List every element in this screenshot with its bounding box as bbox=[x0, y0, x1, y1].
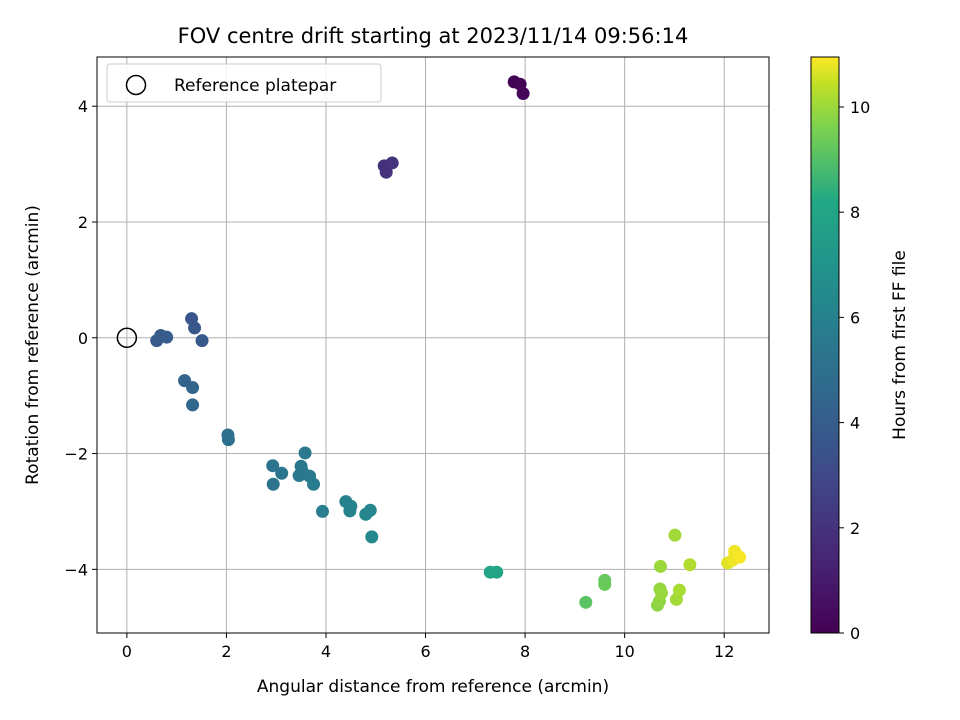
y-tick-label: 4 bbox=[78, 97, 88, 116]
colorbar-tick-label: 10 bbox=[850, 98, 870, 117]
x-tick-label: 10 bbox=[614, 642, 634, 661]
data-point bbox=[683, 558, 697, 572]
x-tick-label: 0 bbox=[122, 642, 132, 661]
legend: Reference platepar bbox=[106, 63, 382, 103]
data-point bbox=[298, 446, 312, 460]
y-tick-label: −2 bbox=[64, 445, 88, 464]
colorbar-tick-label: 8 bbox=[850, 203, 860, 222]
y-tick-label: −4 bbox=[64, 560, 88, 579]
data-point bbox=[653, 559, 667, 573]
y-axis-label: Rotation from reference (arcmin) bbox=[23, 205, 43, 485]
data-point bbox=[363, 503, 377, 517]
x-tick-label: 6 bbox=[420, 642, 430, 661]
x-tick-label: 8 bbox=[520, 642, 530, 661]
data-point bbox=[654, 586, 668, 600]
data-point bbox=[385, 156, 399, 170]
legend-marker-reference bbox=[125, 74, 147, 96]
colorbar-label: Hours from first FF file bbox=[890, 250, 910, 440]
y-tick-label: 0 bbox=[78, 329, 88, 348]
colorbar-tick-label: 0 bbox=[850, 624, 860, 643]
data-point bbox=[598, 577, 612, 591]
x-tick-label: 2 bbox=[221, 642, 231, 661]
data-point bbox=[379, 165, 393, 179]
colorbar-tick-label: 4 bbox=[850, 414, 860, 433]
data-point bbox=[315, 504, 329, 518]
colorbar-ticks: 0 2 4 6 8 10 bbox=[839, 98, 870, 643]
plot-frame bbox=[96, 56, 770, 634]
data-point bbox=[344, 499, 358, 513]
data-point bbox=[490, 565, 504, 579]
data-point bbox=[672, 583, 686, 597]
colorbar-gradient bbox=[811, 57, 839, 633]
x-axis-ticks: 0 2 4 6 8 10 12 bbox=[122, 633, 734, 661]
data-point bbox=[160, 330, 174, 344]
colorbar-tick-label: 6 bbox=[850, 308, 860, 327]
x-tick-label: 4 bbox=[321, 642, 331, 661]
legend-box bbox=[106, 63, 382, 103]
data-point bbox=[195, 334, 209, 348]
data-point bbox=[516, 86, 530, 100]
data-point bbox=[668, 528, 682, 542]
data-point bbox=[266, 477, 280, 491]
data-point bbox=[733, 550, 747, 564]
y-axis-ticks: −4 −2 0 2 4 bbox=[64, 97, 97, 579]
x-tick-label: 12 bbox=[714, 642, 734, 661]
data-points bbox=[116, 75, 747, 612]
colorbar-tick-label: 2 bbox=[850, 519, 860, 538]
grid-lines bbox=[97, 57, 769, 633]
data-point bbox=[266, 459, 280, 473]
y-tick-label: 2 bbox=[78, 213, 88, 232]
data-point bbox=[275, 466, 289, 480]
chart-title: FOV centre drift starting at 2023/11/14 … bbox=[178, 24, 689, 48]
data-point bbox=[221, 433, 235, 447]
reference-platepar-marker bbox=[116, 327, 138, 349]
data-point bbox=[579, 595, 593, 609]
x-axis-label: Angular distance from reference (arcmin) bbox=[257, 677, 609, 697]
data-point bbox=[307, 477, 321, 491]
colorbar-frame bbox=[810, 56, 840, 634]
legend-label-reference: Reference platepar bbox=[174, 76, 336, 96]
data-point bbox=[186, 398, 200, 412]
data-point bbox=[365, 530, 379, 544]
data-point bbox=[188, 321, 202, 335]
data-point bbox=[186, 381, 200, 395]
colorbar: 0 2 4 6 8 10 Hours from first FF file bbox=[810, 56, 910, 643]
